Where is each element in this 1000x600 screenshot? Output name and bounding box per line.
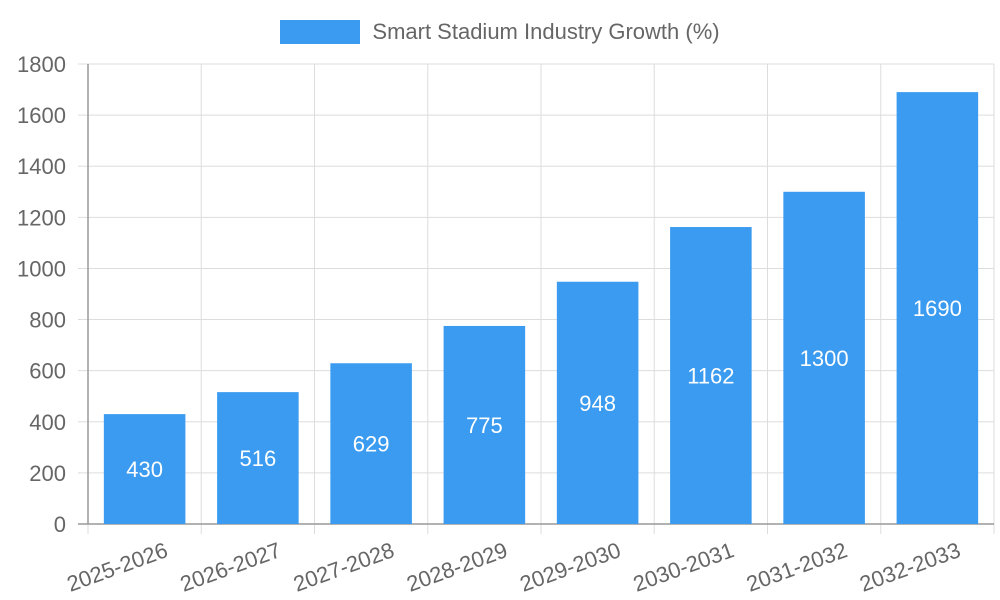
data-label: 629: [353, 432, 390, 457]
x-tick-label: 2029-2030: [517, 537, 624, 596]
data-label: 516: [240, 446, 277, 471]
y-tick-label: 1600: [17, 103, 66, 128]
data-label: 775: [466, 413, 503, 438]
y-tick-label: 200: [29, 461, 66, 486]
bar: [670, 227, 752, 525]
bar: [556, 281, 639, 524]
data-label: 1300: [800, 346, 849, 371]
data-label: 430: [126, 457, 163, 482]
x-tick-label: 2031-2032: [743, 537, 850, 596]
y-tick-label: 1000: [17, 256, 66, 281]
data-label: 948: [579, 391, 616, 416]
y-tick-label: 0: [54, 512, 66, 537]
data-labels: 430 516 629 775 948 1162 1300 1690: [126, 296, 962, 482]
y-tick-labels: 0 200 400 600 800 1000 1200 1400 1600 1800: [17, 52, 66, 537]
legend-label: Smart Stadium Industry Growth (%): [372, 19, 720, 44]
bar: [103, 414, 186, 524]
bar-series: [103, 92, 979, 525]
x-tick-label: 2032-2033: [856, 537, 963, 596]
x-tick-label: 2026-2027: [177, 537, 284, 596]
y-tick-label: 1200: [17, 205, 66, 230]
x-tick-label: 2025-2026: [64, 537, 171, 596]
x-tick-label: 2028-2029: [403, 537, 510, 596]
y-tick-label: 600: [29, 359, 66, 384]
bar: [217, 392, 299, 524]
y-tick-label: 800: [29, 308, 66, 333]
y-tick-label: 400: [29, 410, 66, 435]
legend-swatch: [280, 20, 361, 44]
bar: [330, 363, 412, 524]
y-tick-label: 1400: [17, 154, 66, 179]
data-label: 1162: [687, 364, 734, 389]
bar: [443, 325, 526, 524]
x-tick-label: 2027-2028: [290, 537, 397, 596]
bar: [896, 92, 979, 524]
data-label: 1690: [913, 296, 962, 321]
legend[interactable]: Smart Stadium Industry Growth (%): [0, 18, 1000, 46]
x-tick-labels: 2025-2026 2026-2027 2027-2028 2028-2029 2029…: [64, 537, 964, 596]
x-tick-label: 2030-2031: [630, 537, 737, 596]
bar: [783, 191, 865, 524]
y-tick-label: 1800: [17, 52, 66, 77]
